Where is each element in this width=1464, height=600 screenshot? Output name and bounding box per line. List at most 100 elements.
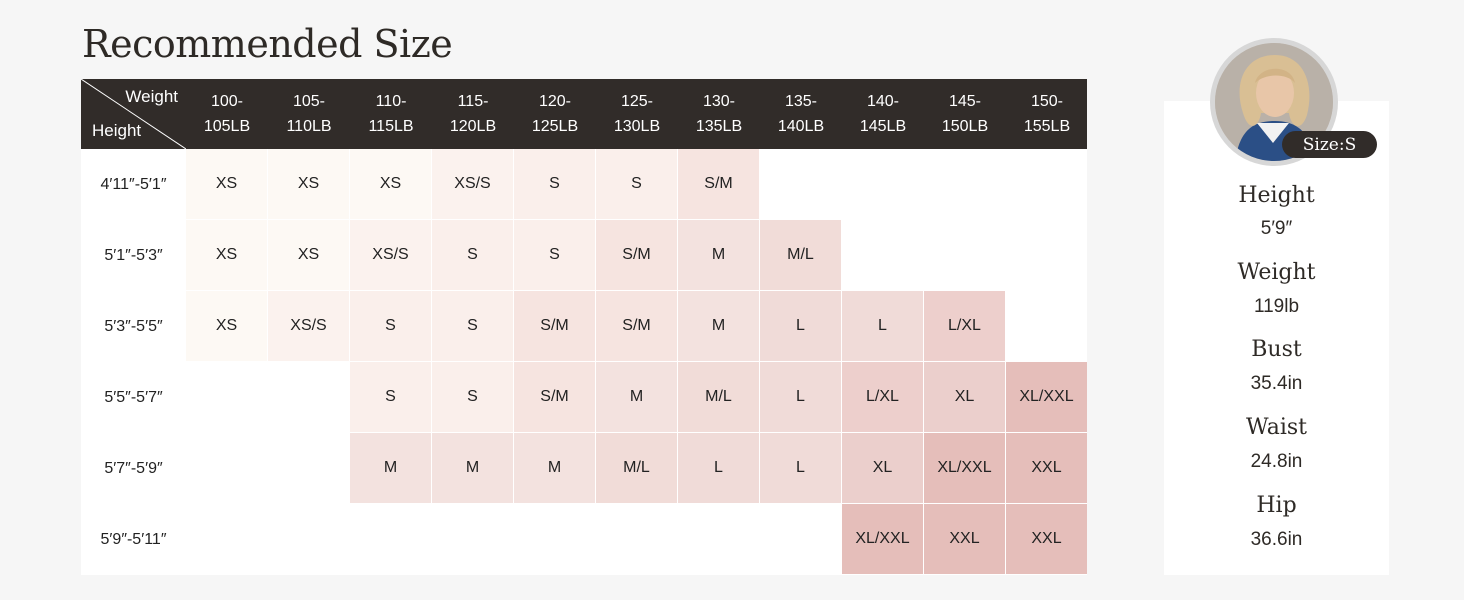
size-cell: XL/XXL [842, 504, 923, 574]
height-axis-label: Height [92, 121, 142, 140]
column-header-line: 150LB [941, 118, 989, 135]
column-header: 135- 140LB [760, 79, 842, 149]
stat-label: Weight [1237, 260, 1316, 285]
size-cell: XS [186, 149, 267, 219]
row-header-height: 4′11″-5′1″ [100, 175, 167, 193]
size-cell: XS/S [350, 220, 431, 290]
size-cell: S [514, 149, 595, 219]
column-header-line: 140LB [777, 118, 825, 135]
column-header: 120- 125LB [514, 79, 596, 149]
column-header-line: 125LB [531, 118, 579, 135]
size-cell: XXL [924, 504, 1005, 574]
size-cell: S [350, 291, 431, 361]
size-cell: L/XL [842, 362, 923, 432]
size-cell: M [350, 433, 431, 503]
diagonal-divider [81, 79, 186, 149]
column-header-line: 155LB [1023, 118, 1071, 135]
column-header-line: 125- [620, 93, 654, 110]
column-header-line: 145- [948, 93, 982, 110]
size-cell: XS [268, 220, 349, 290]
size-cell: XS/S [268, 291, 349, 361]
column-header-line: 145LB [859, 118, 907, 135]
stat-label: Height [1238, 183, 1315, 208]
column-header-line: 115LB [368, 118, 414, 135]
size-cell: L/XL [924, 291, 1005, 361]
stat-label: Waist [1246, 415, 1307, 440]
size-cell: XXL [1006, 504, 1087, 574]
stat-label: Hip [1256, 493, 1297, 518]
stat-value: 24.8in [1250, 451, 1303, 472]
column-header-line: 130- [702, 93, 736, 110]
size-cell: M [678, 220, 759, 290]
column-header-line: 110LB [286, 118, 332, 135]
size-cell: M/L [596, 433, 677, 503]
stat-value: 119lb [1253, 296, 1300, 317]
row-header-height: 5′1″-5′3″ [104, 246, 163, 264]
size-cell: XL/XXL [1006, 362, 1087, 432]
column-header-line: 140- [866, 93, 900, 110]
column-header: 140- 145LB [842, 79, 924, 149]
size-cell: XL/XXL [924, 433, 1005, 503]
column-header-line: 120- [538, 93, 572, 110]
size-cell: M [678, 291, 759, 361]
size-cell: S [432, 362, 513, 432]
size-cell: S [432, 220, 513, 290]
column-header-line: 105LB [203, 118, 251, 135]
table-header-row: Weight Height 100- 105LB 105- 110LB 110- 115L… [81, 79, 1087, 149]
page-title: Recommended Size [82, 22, 453, 66]
table-corner-cell: Weight Height [81, 79, 186, 149]
size-cell: S [514, 220, 595, 290]
size-cell: XS [268, 149, 349, 219]
column-header-line: 130LB [613, 118, 661, 135]
size-cell: M [432, 433, 513, 503]
size-cell: XS [350, 149, 431, 219]
column-header: 100- 105LB [186, 79, 268, 149]
row-header-height: 5′9″-5′11″ [100, 530, 167, 548]
size-cell: XL [842, 433, 923, 503]
column-header-line: 100- [210, 93, 244, 110]
size-cell: L [760, 362, 841, 432]
size-cell: M [514, 433, 595, 503]
column-header-line: 105- [292, 93, 326, 110]
stat-value: 36.6in [1250, 529, 1303, 550]
size-cell: L [760, 291, 841, 361]
column-header-line: 150- [1030, 93, 1064, 110]
column-header-line: 135LB [695, 118, 743, 135]
size-cell: S/M [678, 149, 759, 219]
size-cell: S [432, 291, 513, 361]
size-cell: XS/S [432, 149, 513, 219]
size-cell: M/L [678, 362, 759, 432]
row-header-height: 5′5″-5′7″ [104, 388, 163, 406]
column-header-line: 120LB [449, 118, 497, 135]
column-header: 115- 120LB [432, 79, 514, 149]
column-header: 145- 150LB [924, 79, 1006, 149]
row-header-height: 5′7″-5′9″ [104, 459, 163, 477]
column-header-line: 115- [457, 93, 489, 110]
column-header: 125- 130LB [596, 79, 678, 149]
size-cell: L [842, 291, 923, 361]
row-header-height: 5′3″-5′5″ [104, 317, 163, 335]
size-cell: S/M [514, 362, 595, 432]
size-cell: L [678, 433, 759, 503]
size-cell: S [350, 362, 431, 432]
column-header: 105- 110LB [268, 79, 350, 149]
size-cell: L [760, 433, 841, 503]
size-cell: S/M [596, 291, 677, 361]
weight-axis-label: Weight [125, 87, 178, 106]
size-cell: XS [186, 291, 267, 361]
size-chart-table: Weight Height 100- 105LB 105- 110LB 110- 115L… [81, 79, 1087, 575]
column-header: 150- 155LB [1006, 79, 1088, 149]
column-header: 110- 115LB [350, 79, 432, 149]
size-cell: XXL [1006, 433, 1087, 503]
size-badge: Size:S [1282, 131, 1377, 158]
size-cell: M [596, 362, 677, 432]
size-cell: S [596, 149, 677, 219]
size-cell: XL [924, 362, 1005, 432]
size-cell: M/L [760, 220, 841, 290]
size-cell: S/M [596, 220, 677, 290]
size-cell: XS [186, 220, 267, 290]
column-header-line: 135- [784, 93, 818, 110]
stat-label: Bust [1251, 337, 1302, 362]
stat-value: 35.4in [1250, 373, 1303, 394]
stat-value: 5′9″ [1260, 218, 1293, 239]
